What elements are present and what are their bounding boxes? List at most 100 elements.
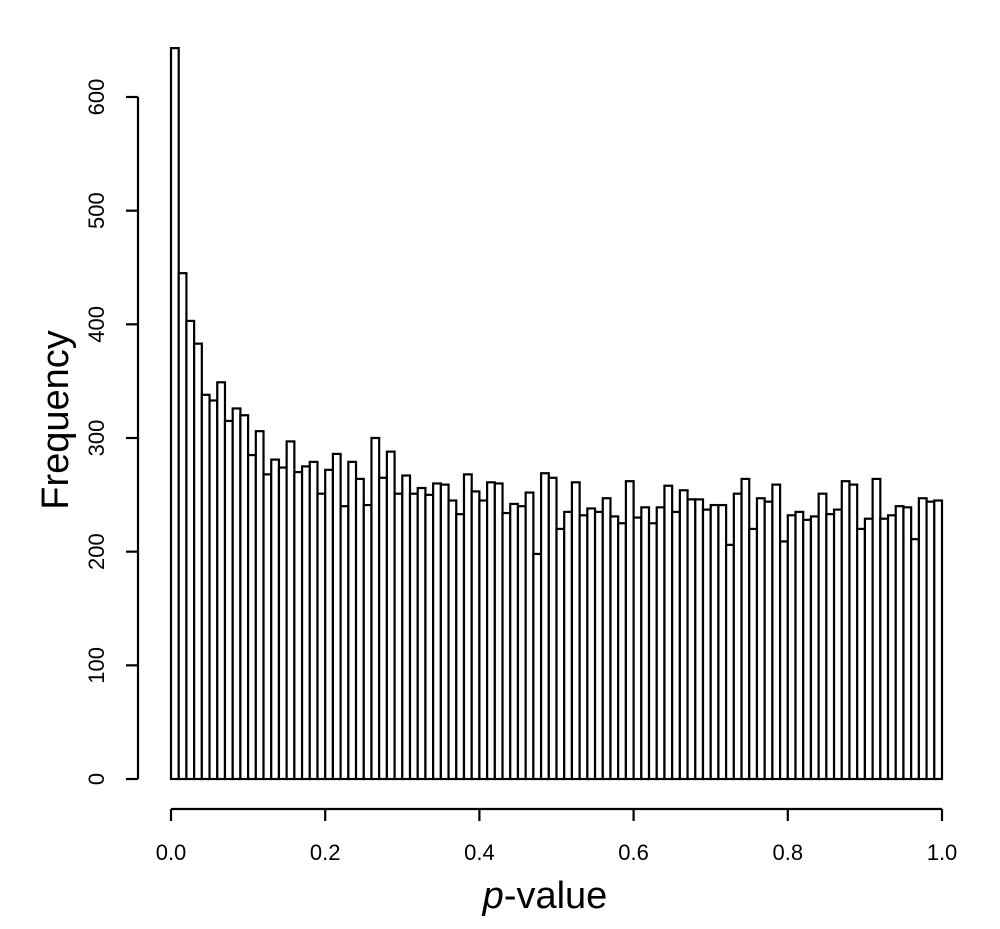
histogram-bar	[624, 480, 635, 781]
x-tick-label: 0.4	[464, 840, 495, 865]
histogram-bar	[231, 407, 242, 781]
histogram-bar	[424, 493, 435, 781]
histogram-bar	[393, 492, 404, 781]
histogram-bar	[640, 506, 651, 781]
histogram-bar	[262, 473, 273, 781]
histogram-bar	[339, 505, 350, 781]
x-tick-label: 0.0	[156, 840, 187, 865]
histogram-bar	[200, 393, 211, 781]
histogram-bar	[879, 517, 890, 781]
histogram-bar	[532, 552, 543, 781]
histogram-bar	[316, 492, 327, 781]
histogram-bar	[825, 513, 836, 781]
histogram-bar	[539, 472, 550, 781]
histogram-bar	[193, 342, 203, 781]
histogram-bar	[601, 497, 612, 781]
histogram-bars	[169, 47, 944, 781]
y-tick-label: 200	[84, 533, 109, 570]
histogram-bar	[786, 514, 797, 781]
y-tick-label: 100	[84, 647, 109, 684]
histogram-bar	[902, 506, 913, 781]
y-tick-label: 0	[84, 773, 109, 785]
histogram-bar	[254, 430, 265, 781]
x-axis-ticks: 0.0 0.2 0.4 0.6 0.8 1.0	[156, 809, 958, 865]
histogram-bar	[447, 499, 458, 781]
histogram-bar	[462, 473, 473, 781]
x-tick-label: 0.2	[310, 840, 341, 865]
histogram-bar	[894, 505, 905, 781]
histogram-bar	[300, 465, 311, 781]
histogram-bar	[701, 508, 712, 781]
histogram-bar	[578, 514, 589, 781]
histogram-bar	[802, 518, 813, 781]
y-axis-title: Frequency	[35, 330, 77, 510]
histogram-bar	[686, 498, 697, 781]
histogram-bar	[223, 419, 234, 781]
histogram-bar	[778, 540, 789, 781]
histogram-bar	[848, 483, 859, 781]
x-axis-title: p-value	[482, 875, 608, 917]
histogram-bar	[285, 440, 296, 781]
histogram-bar	[493, 482, 504, 781]
histogram-bar	[863, 517, 874, 781]
histogram-bar	[239, 414, 250, 781]
x-axis-title-rest: -value	[504, 875, 608, 917]
histogram-bar	[748, 527, 759, 781]
histogram-bar	[478, 499, 489, 781]
histogram-bar	[208, 399, 219, 781]
histogram-bar	[694, 498, 705, 781]
histogram-bar	[871, 477, 882, 781]
histogram-bar	[331, 452, 342, 781]
histogram-bar	[725, 543, 735, 781]
histogram-bar	[324, 468, 335, 781]
histogram-bar	[593, 510, 604, 781]
histogram-bar	[794, 510, 805, 781]
histogram-bar	[169, 47, 180, 781]
histogram-bar	[617, 522, 627, 781]
histogram-bar	[717, 503, 728, 781]
histogram-bar	[277, 466, 288, 781]
histogram-bar	[840, 480, 851, 781]
histogram-bar	[917, 497, 928, 781]
histogram-bar	[856, 527, 867, 781]
x-tick-label: 1.0	[927, 840, 958, 865]
histogram-bar	[570, 481, 581, 781]
histogram-bar	[671, 510, 681, 781]
histogram-bar	[455, 513, 466, 781]
histogram-bar	[925, 500, 936, 781]
histogram-bar	[516, 505, 527, 781]
histogram-bar	[709, 503, 720, 781]
histogram-bar	[486, 481, 496, 781]
histogram-bar	[408, 492, 419, 781]
histogram-bar	[555, 527, 566, 781]
y-tick-label: 500	[84, 192, 109, 229]
histogram-bar	[501, 511, 512, 781]
histogram-bar	[432, 482, 442, 781]
histogram-bar	[470, 490, 481, 781]
histogram-bar	[740, 477, 751, 781]
histogram-bar	[216, 381, 227, 781]
histogram-bar	[270, 458, 281, 781]
histogram-bar	[547, 476, 558, 781]
histogram-bar	[647, 522, 658, 781]
y-axis-ticks: 0 100 200 300 400 500 600	[84, 79, 138, 785]
y-tick-label: 400	[84, 306, 109, 343]
x-tick-label: 0.6	[618, 840, 649, 865]
histogram-bar	[308, 460, 319, 781]
histogram-bar	[185, 319, 196, 781]
histogram-bar	[771, 483, 782, 781]
histogram-bar	[809, 515, 820, 781]
histogram-bar	[370, 436, 381, 781]
histogram-bar	[563, 510, 574, 781]
histogram-bar	[632, 516, 643, 781]
histogram-bar	[832, 508, 843, 781]
x-axis-title-italic: p	[482, 875, 504, 917]
histogram-bar	[586, 507, 597, 781]
histogram-bar	[655, 506, 666, 781]
histogram-bar	[378, 476, 388, 781]
histogram-bar	[439, 483, 450, 781]
x-tick-label: 0.8	[773, 840, 804, 865]
histogram-bar	[347, 460, 358, 781]
y-tick-label: 600	[84, 79, 109, 116]
